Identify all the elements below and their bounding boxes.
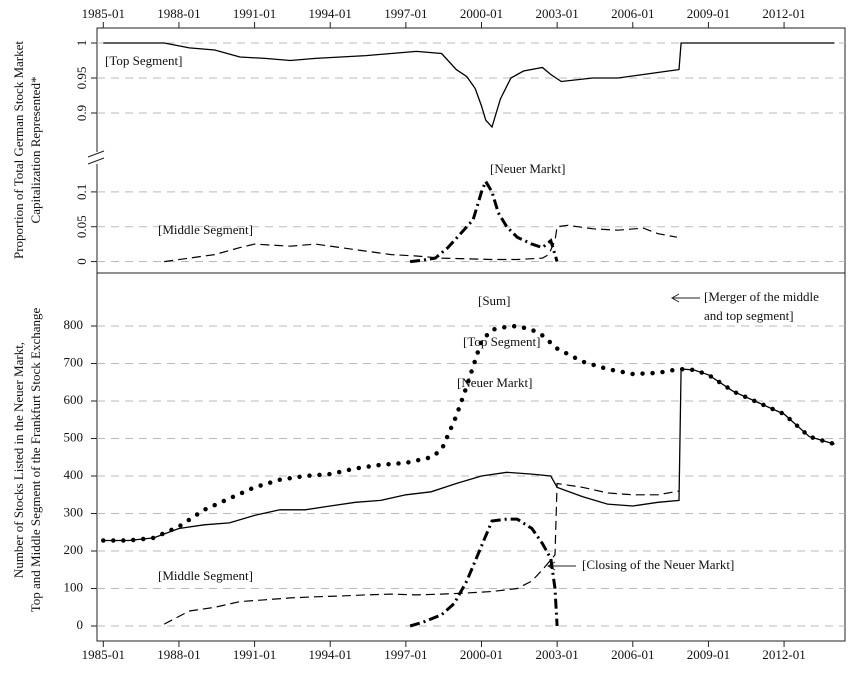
series-line	[163, 482, 680, 625]
x-tick-label: 1985-01	[82, 6, 125, 21]
annotation: [Middle Segment]	[158, 568, 253, 583]
annotation: [Closing of the Neuer Markt]	[582, 557, 734, 572]
y-axis-label: Number of Stocks Listed in the Neuer Mar…	[11, 342, 26, 578]
x-tick-label: 2000-01	[460, 647, 503, 662]
x-tick-label: 1997-01	[384, 647, 427, 662]
annotation: [Neuer Markt]	[490, 161, 565, 176]
y-tick-label: 700	[64, 354, 84, 369]
y-axis-label: Capitalization Represented*	[28, 77, 43, 224]
y-tick-label: 100	[64, 579, 84, 594]
y-tick-label: 0.05	[74, 215, 89, 238]
y-tick-label: 0.95	[74, 67, 89, 90]
series-line	[164, 224, 678, 263]
annotation: [Top Segment]	[105, 53, 182, 68]
y-tick-label: 1	[74, 40, 89, 47]
axis-break	[87, 150, 105, 165]
x-tick-label: 1994-01	[309, 647, 352, 662]
x-tick-label: 1988-01	[157, 647, 200, 662]
y-tick-label: 600	[64, 392, 84, 407]
break-mark	[87, 157, 105, 165]
annotation: [Top Segment]	[463, 334, 540, 349]
x-tick-label: 1997-01	[384, 6, 427, 21]
y-tick-label: 300	[64, 504, 84, 519]
annotation: [Merger of the middle	[704, 289, 819, 304]
x-tick-label: 2003-01	[535, 647, 578, 662]
bottom-panel-frame	[96, 272, 846, 642]
y-tick-label: 800	[64, 317, 84, 332]
x-tick-label: 1994-01	[309, 6, 352, 21]
x-tick-label: 2012-01	[762, 6, 805, 21]
series-line	[103, 368, 835, 542]
y-axis-label: Proportion of Total German Stock Market	[11, 41, 26, 259]
x-tick-label: 1988-01	[157, 6, 200, 21]
x-tick-label: 2009-01	[687, 6, 730, 21]
break-mark	[87, 150, 105, 158]
x-tick-label: 1985-01	[82, 647, 125, 662]
series-line	[101, 323, 837, 543]
x-tick-label: 1991-01	[233, 6, 276, 21]
series-line	[103, 42, 835, 129]
series-line	[409, 517, 559, 628]
arrows	[546, 293, 700, 571]
x-tick-label: 1991-01	[233, 647, 276, 662]
x-tick-label: 2006-01	[611, 647, 654, 662]
x-tick-label: 2006-01	[611, 6, 654, 21]
merger-arrow	[670, 293, 700, 303]
y-tick-label: 0	[77, 617, 84, 632]
annotation: [Neuer Markt]	[457, 375, 532, 390]
y-tick-label: 0	[74, 258, 89, 265]
annotation: [Sum]	[478, 293, 511, 308]
y-tick-label: 0.9	[74, 105, 89, 121]
annotation: [Middle Segment]	[158, 222, 253, 237]
y-tick-label: 200	[64, 542, 84, 557]
x-tick-label: 2000-01	[460, 6, 503, 21]
series-line	[409, 178, 559, 264]
y-tick-label: 500	[64, 429, 84, 444]
annotation: and top segment]	[704, 308, 794, 323]
y-axis-label: Top and Middle Segment of the Frankfurt …	[28, 308, 43, 613]
x-tick-label: 2003-01	[535, 6, 578, 21]
y-tick-label: 400	[64, 467, 84, 482]
break-gap	[92, 152, 102, 164]
y-tick-label: 0.1	[74, 184, 89, 200]
x-tick-label: 2012-01	[762, 647, 805, 662]
x-tick-label: 2009-01	[687, 647, 730, 662]
